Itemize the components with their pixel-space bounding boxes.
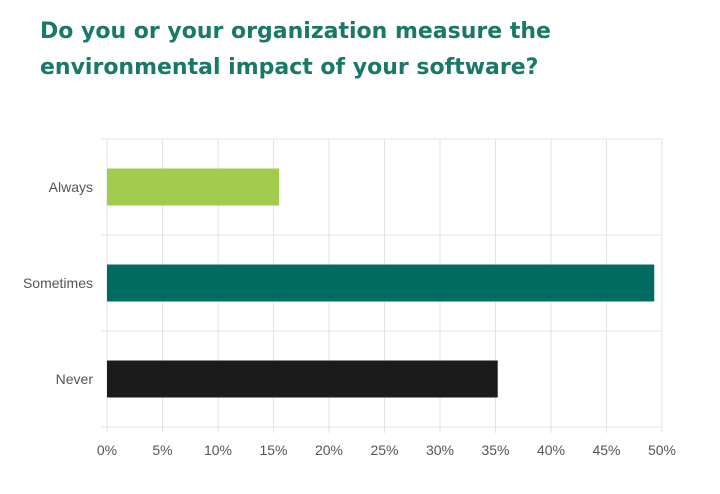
x-tick-label-10: 50%	[648, 442, 676, 458]
x-tick-label-2: 10%	[204, 442, 232, 458]
bar-sometimes	[107, 264, 655, 302]
x-tick-label-6: 30%	[426, 442, 454, 458]
x-tick-label-0: 0%	[97, 442, 117, 458]
x-tick-label-5: 25%	[370, 442, 398, 458]
x-tick-label-3: 15%	[259, 442, 287, 458]
x-tick-label-1: 5%	[152, 442, 172, 458]
category-labels: Always Sometimes Never	[23, 179, 93, 387]
bars-group	[107, 168, 655, 398]
category-label-always: Always	[49, 179, 93, 195]
x-tick-label-8: 40%	[537, 442, 565, 458]
bar-never	[107, 360, 498, 398]
x-tick-label-7: 35%	[481, 442, 509, 458]
x-axis-tick-labels: 0% 5% 10% 15% 20% 25% 30% 35% 40% 45% 50%	[97, 442, 676, 458]
category-label-never: Never	[56, 371, 94, 387]
category-label-sometimes: Sometimes	[23, 275, 93, 291]
x-tick-label-9: 45%	[592, 442, 620, 458]
chart-title: Do you or your organization measure the …	[40, 19, 551, 80]
x-tick-label-4: 20%	[315, 442, 343, 458]
bar-always	[107, 168, 280, 206]
